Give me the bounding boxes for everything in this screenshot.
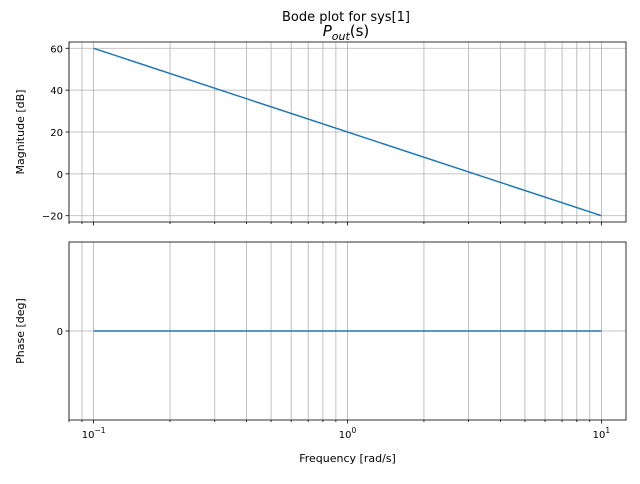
axes-frame [68,241,627,421]
y-tick-label: 0 [57,170,63,181]
x-axis-label: Frequency [rad/s] [299,452,396,465]
figure-suptitle: Bode plot for sys[1] [282,10,410,25]
y-axis-label: Phase [deg] [14,298,27,364]
y-tick-label: 20 [50,128,63,139]
y-tick-label: −20 [42,212,63,223]
title-subscript: out [332,30,351,43]
title-argument: (s) [350,22,370,40]
y-axis-label: Magnitude [dB] [14,90,27,175]
title-variable: P [323,22,333,40]
x-tick-label: 101 [593,426,611,441]
x-tick-label: 100 [339,426,357,441]
x-tick-label-exponent: −1 [94,426,105,435]
y-tick-label: 40 [50,86,63,97]
y-tick-label: 60 [50,44,63,55]
x-tick-label-exponent: 0 [351,426,356,435]
x-tick-label-base: 10 [339,430,352,441]
x-tick-label-exponent: 1 [605,426,610,435]
x-tick-label-base: 10 [593,430,606,441]
axes-frame [68,41,627,223]
y-tick-label: 0 [57,327,63,338]
axes-title: Pout(s) [323,22,370,43]
x-tick-label: 10−1 [82,426,106,441]
magnitude-axes: −20 0 20 40 60 Magnitude [dB] [14,41,627,226]
magnitude-line [93,47,602,217]
x-tick-label-base: 10 [82,430,95,441]
